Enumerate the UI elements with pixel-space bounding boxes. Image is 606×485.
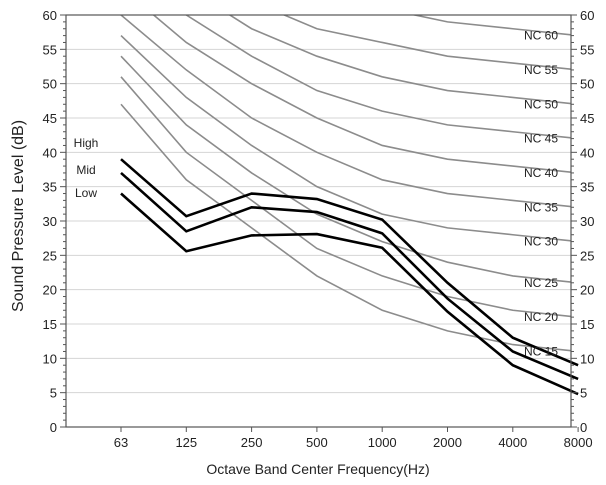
nc-curve-nc-55 — [282, 15, 571, 70]
series-line-low — [120, 192, 579, 396]
nc-label: NC 35 — [524, 200, 558, 214]
nc-label: NC 20 — [524, 310, 558, 324]
y-tick-label-right: 55 — [580, 42, 594, 57]
y-tick-label-left: 20 — [43, 283, 57, 298]
series-line-mid — [120, 171, 579, 381]
y-tick-label-right: 15 — [580, 317, 594, 332]
nc-label: NC 15 — [524, 344, 558, 358]
y-tick-label-right: 30 — [580, 214, 594, 229]
y-tick-label-left: 10 — [43, 351, 57, 366]
y-axis-title: Sound Pressure Level (dB) — [10, 120, 27, 312]
y-tick-label-right: 50 — [580, 77, 594, 92]
nc-curve-nc-20 — [120, 76, 571, 318]
y-tick-label-right: 35 — [580, 180, 594, 195]
series-label-mid: Mid — [76, 163, 95, 177]
nc-curve-nc-40 — [152, 15, 571, 173]
y-tick-label-right: 45 — [580, 111, 594, 126]
nc-label: NC 60 — [524, 29, 558, 43]
y-tick-label-left: 25 — [43, 248, 57, 263]
series-label-low: Low — [75, 186, 97, 200]
nc-curve-nc-35 — [120, 15, 571, 208]
y-tick-label-right: 10 — [580, 351, 594, 366]
y-tick-label-left: 50 — [43, 77, 57, 92]
nc-label: NC 40 — [524, 166, 558, 180]
x-tick-label-125: 125 — [175, 435, 197, 450]
nc-curve-nc-45 — [184, 15, 571, 139]
nc-label: NC 55 — [524, 63, 558, 77]
measured-series — [120, 158, 579, 396]
y-tick-label-right: 20 — [580, 283, 594, 298]
series-label-high: High — [74, 136, 99, 150]
x-tick-label-4000: 4000 — [498, 435, 527, 450]
nc-label: NC 25 — [524, 276, 558, 290]
y-tick-label-left: 30 — [43, 214, 57, 229]
nc-label: NC 30 — [524, 235, 558, 249]
x-axis-title: Octave Band Center Frequency(Hz) — [206, 461, 429, 477]
x-tick-label-1000: 1000 — [368, 435, 397, 450]
x-tick-label-8000: 8000 — [564, 435, 593, 450]
y-tick-label-left: 0 — [50, 420, 57, 435]
nc-curve-nc-25 — [120, 55, 571, 283]
x-tick-label-250: 250 — [241, 435, 263, 450]
y-tick-label-left: 45 — [43, 111, 57, 126]
y-tick-label-left: 60 — [43, 8, 57, 23]
y-tick-label-left: 55 — [43, 42, 57, 57]
nc-curve-nc-50 — [228, 15, 571, 105]
x-tick-label-63: 63 — [114, 435, 128, 450]
y-tick-label-left: 5 — [50, 386, 57, 401]
y-tick-label-right: 5 — [580, 386, 587, 401]
nc-label: NC 45 — [524, 132, 558, 146]
nc-label: NC 50 — [524, 97, 558, 111]
nc-curve-nc-60 — [410, 15, 571, 36]
nc-curves — [120, 15, 571, 352]
y-tick-label-right: 60 — [580, 8, 594, 23]
series-line-high — [120, 158, 579, 367]
y-tick-label-right: 25 — [580, 248, 594, 263]
x-tick-label-500: 500 — [306, 435, 328, 450]
y-tick-label-right: 40 — [580, 145, 594, 160]
y-tick-label-right: 0 — [580, 420, 587, 435]
nc-curve-nc-30 — [120, 35, 571, 242]
axes — [60, 14, 579, 432]
y-tick-label-left: 35 — [43, 180, 57, 195]
x-tick-label-2000: 2000 — [433, 435, 462, 450]
y-tick-label-left: 15 — [43, 317, 57, 332]
y-tick-label-left: 40 — [43, 145, 57, 160]
